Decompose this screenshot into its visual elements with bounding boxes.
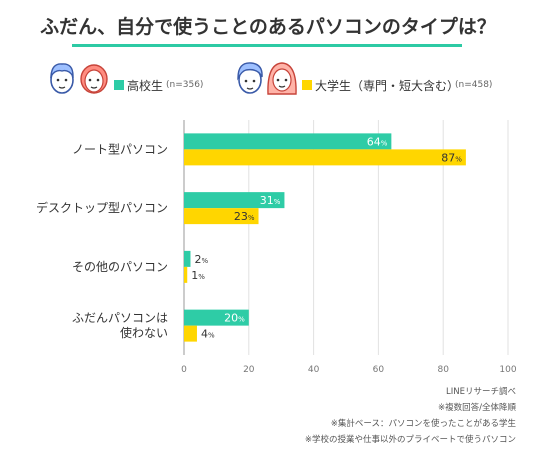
x-tick-label: 100 [499, 365, 516, 375]
footnotes: LINEリサーチ調べ ※複数回答/全体降順 ※集計ベース：パソコンを使ったことが… [305, 384, 516, 448]
bar-high-school [184, 133, 392, 150]
male-student-face-icon [237, 62, 263, 94]
footnote-answer-type: ※複数回答/全体降順 [438, 403, 516, 413]
data-label: 31% [260, 194, 281, 207]
bar-high-school [184, 192, 285, 209]
x-tick-label: 20 [243, 365, 255, 375]
data-label: 87% [441, 151, 462, 164]
category-label: デスクトップ型パソコン [36, 200, 168, 215]
bar-high-school [184, 250, 191, 267]
x-tick-label: 60 [373, 365, 385, 375]
data-label: 1% [191, 269, 205, 282]
bar-university [184, 149, 466, 166]
footnote-base: ※集計ベース：パソコンを使ったことがある学生 [330, 419, 516, 429]
legend-label-university: 大学生（専門・短大含む） [315, 79, 460, 93]
bar-university [184, 208, 259, 225]
legend-n-high-school: (n=356) [166, 80, 204, 90]
title-underline [72, 44, 462, 47]
data-label: 23% [234, 210, 255, 223]
data-label: 20% [224, 312, 245, 325]
boy-face-icon [50, 63, 74, 94]
legend-label-high-school: 高校生 [127, 79, 164, 93]
female-student-face-icon [267, 62, 297, 95]
category-label: ノート型パソコン [72, 142, 168, 156]
legend-n-university: (n=458) [455, 80, 493, 90]
x-tick-label: 80 [437, 365, 449, 375]
data-label: 4% [201, 328, 215, 341]
footnote-source: LINEリサーチ調べ [446, 387, 516, 397]
legend: 高校生 (n=356) 大学生（専門・短大含む） (n=458) [0, 60, 536, 100]
data-label: 2% [194, 253, 208, 266]
legend-swatch-high-school [114, 80, 124, 90]
bar-university [184, 266, 188, 283]
category-label: ふだんパソコンは使わない [72, 311, 168, 340]
bar-high-school [184, 309, 249, 326]
data-label: 64% [367, 135, 388, 148]
legend-swatch-university [302, 80, 312, 90]
x-tick-label: 40 [308, 365, 320, 375]
x-tick-label: 0 [181, 365, 187, 375]
chart-title: ふだん、自分で使うことのあるパソコンのタイプは？ [40, 16, 496, 38]
category-label: その他のパソコン [72, 260, 168, 274]
girl-face-icon [80, 64, 108, 94]
bar-university [184, 325, 197, 342]
footnote-scope: ※学校の授業や仕事以外のプライベートで使うパソコン [304, 435, 516, 445]
